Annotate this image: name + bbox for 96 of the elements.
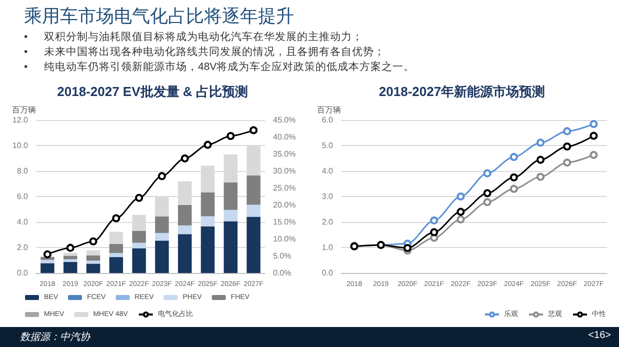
y-tick-label: 12.0 [12, 116, 29, 124]
text: <16> [588, 330, 611, 341]
point [43, 250, 52, 258]
bar [224, 210, 238, 222]
y-tick-label: 6.0 [322, 116, 334, 124]
y-tick-label: 6.0 [16, 192, 29, 201]
chart-title: 2018-2027年新能源市场预测 [378, 84, 546, 99]
bar [155, 240, 169, 273]
point [483, 189, 492, 198]
y-tick-label: 4.0 [322, 166, 334, 176]
y2-tick-label: 20.0% [273, 200, 296, 210]
point [536, 156, 544, 164]
point [456, 208, 465, 216]
bar [224, 182, 238, 210]
bar [109, 232, 124, 244]
bar [178, 205, 192, 226]
point [483, 198, 492, 206]
text: 数据源：中汽协 [20, 330, 90, 344]
bar [40, 263, 54, 273]
y-tick-label: 0.0 [322, 268, 334, 278]
y-tick-label: 3.0 [322, 192, 334, 201]
text: •纯电动车仍将引领新能源市场，48V将成为车企应对政策的低成本方案之一。 [24, 61, 415, 73]
point [204, 140, 212, 149]
bar [178, 225, 192, 234]
point [456, 215, 465, 224]
y2-tick-label: 0.0% [273, 268, 292, 278]
y2-tick-label: 30.0% [273, 166, 296, 176]
y-tick-label: 4.0 [16, 218, 29, 226]
text: •双积分制与油耗限值目标将成为电动化汽车在华发展的主推动力； [24, 31, 363, 43]
point [590, 150, 598, 159]
bar [155, 216, 169, 233]
point [536, 138, 544, 147]
bar [109, 252, 124, 258]
y-tick-label: 2.0 [16, 243, 29, 252]
point [536, 172, 544, 181]
bar [132, 230, 146, 243]
point [456, 192, 465, 200]
bar [86, 255, 100, 261]
y-tick-label: 5.0 [322, 141, 334, 150]
bar [200, 216, 215, 226]
bar [224, 221, 238, 273]
y-axis-title: 百万辆 [12, 106, 36, 114]
point [226, 132, 235, 140]
bar [246, 216, 260, 273]
bar [109, 257, 124, 273]
y2-tick-label: 15.0% [273, 218, 296, 226]
y2-tick-label: 5.0% [273, 252, 292, 260]
bar [86, 250, 100, 256]
point [563, 142, 572, 151]
bar [63, 252, 78, 256]
point [563, 158, 572, 167]
y-tick-label: 0.0 [16, 268, 29, 278]
bar [200, 192, 215, 216]
y-tick-label: 2.0 [322, 218, 334, 226]
chart-title: 2018-2027 EV批发量 & 占比预测 [57, 84, 248, 99]
point [590, 132, 598, 140]
bar [63, 259, 78, 262]
point [89, 237, 98, 246]
y-axis-title: 百万辆 [317, 106, 341, 114]
point [563, 127, 572, 136]
y-tick-label: 1.0 [322, 243, 334, 252]
bar [63, 262, 78, 273]
point [112, 214, 120, 222]
point [510, 173, 518, 182]
point [510, 184, 518, 193]
y2-tick-label: 35.0% [273, 150, 296, 158]
y2-tick-label: 45.0% [273, 116, 296, 124]
point [66, 244, 74, 252]
bar [86, 264, 100, 273]
bar [132, 248, 146, 273]
point [250, 126, 258, 134]
text: 乘用车市场电气化占比将逐年提升 [24, 5, 294, 28]
point [430, 216, 438, 224]
point [510, 152, 518, 161]
y-tick-label: 8.0 [16, 166, 29, 176]
point [158, 172, 166, 180]
y2-tick-label: 40.0% [273, 132, 296, 142]
point [404, 244, 412, 252]
point [590, 120, 598, 128]
point [483, 169, 492, 178]
point [430, 228, 438, 236]
bar [155, 232, 169, 241]
bar [109, 244, 124, 253]
bar [178, 234, 192, 273]
bar [132, 242, 146, 248]
y-tick-label: 10.0 [12, 141, 29, 150]
bar [40, 260, 54, 264]
bar [246, 175, 260, 205]
point [180, 154, 189, 162]
bar [86, 260, 100, 264]
point [135, 194, 144, 202]
y2-tick-label: 25.0% [273, 184, 296, 192]
bar [246, 204, 260, 217]
y2-tick-label: 10.0% [273, 234, 296, 244]
text: •未来中国将出现各种电动化路线共同发展的情况，且各拥有各自优势； [24, 46, 385, 58]
bar [200, 226, 215, 273]
